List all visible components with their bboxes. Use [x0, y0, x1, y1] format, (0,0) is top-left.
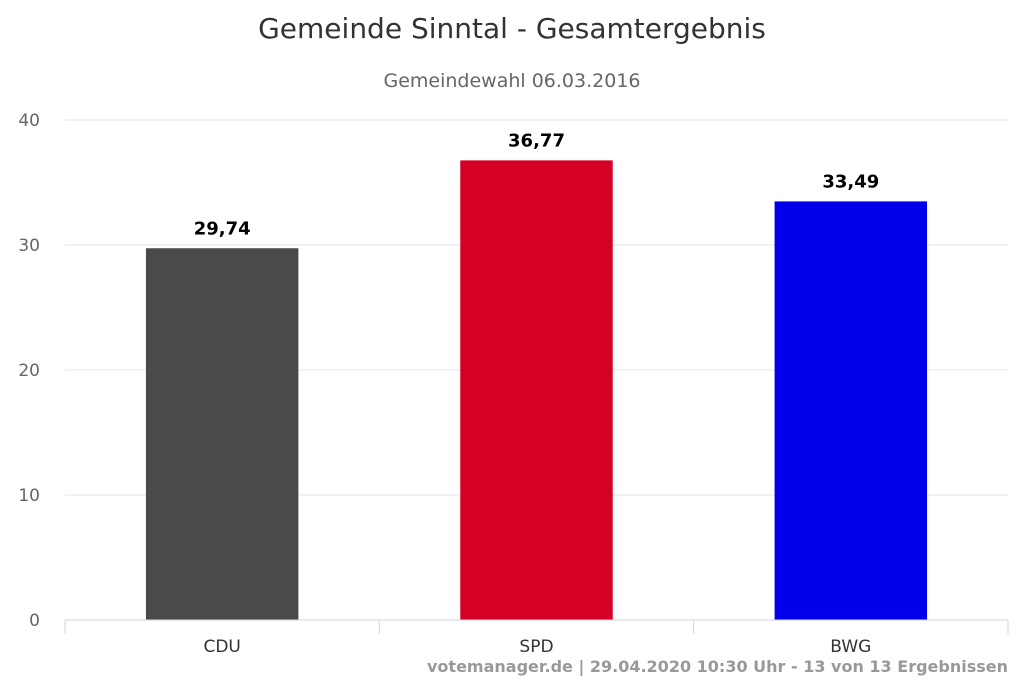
y-tick-label: 20 — [18, 361, 40, 381]
y-tick-label: 40 — [18, 111, 40, 131]
bars: 29,74 36,77 33,49 — [145, 130, 928, 620]
data-label: 33,49 — [822, 171, 879, 192]
x-tick-label: SPD — [519, 637, 553, 657]
bar-bwg — [774, 201, 928, 620]
bar-spd — [460, 160, 613, 620]
chart-subtitle: Gemeindewahl 06.03.2016 — [383, 70, 641, 92]
data-label: 29,74 — [194, 218, 251, 239]
y-tick-label: 0 — [29, 611, 40, 631]
y-axis: 0 10 20 30 40 — [18, 111, 40, 631]
chart-title: Gemeinde Sinntal - Gesamtergebnis — [258, 12, 766, 45]
x-axis: CDU SPD BWG — [64, 619, 1009, 657]
credits-link[interactable]: votemanager.de | 29.04.2020 10:30 Uhr - … — [427, 657, 1008, 676]
x-tick-label: BWG — [830, 637, 871, 657]
y-tick-label: 30 — [18, 236, 40, 256]
y-tick-label: 10 — [18, 486, 40, 506]
data-label: 36,77 — [508, 130, 565, 151]
x-tick-label: CDU — [203, 637, 240, 657]
bar-cdu — [145, 248, 299, 620]
